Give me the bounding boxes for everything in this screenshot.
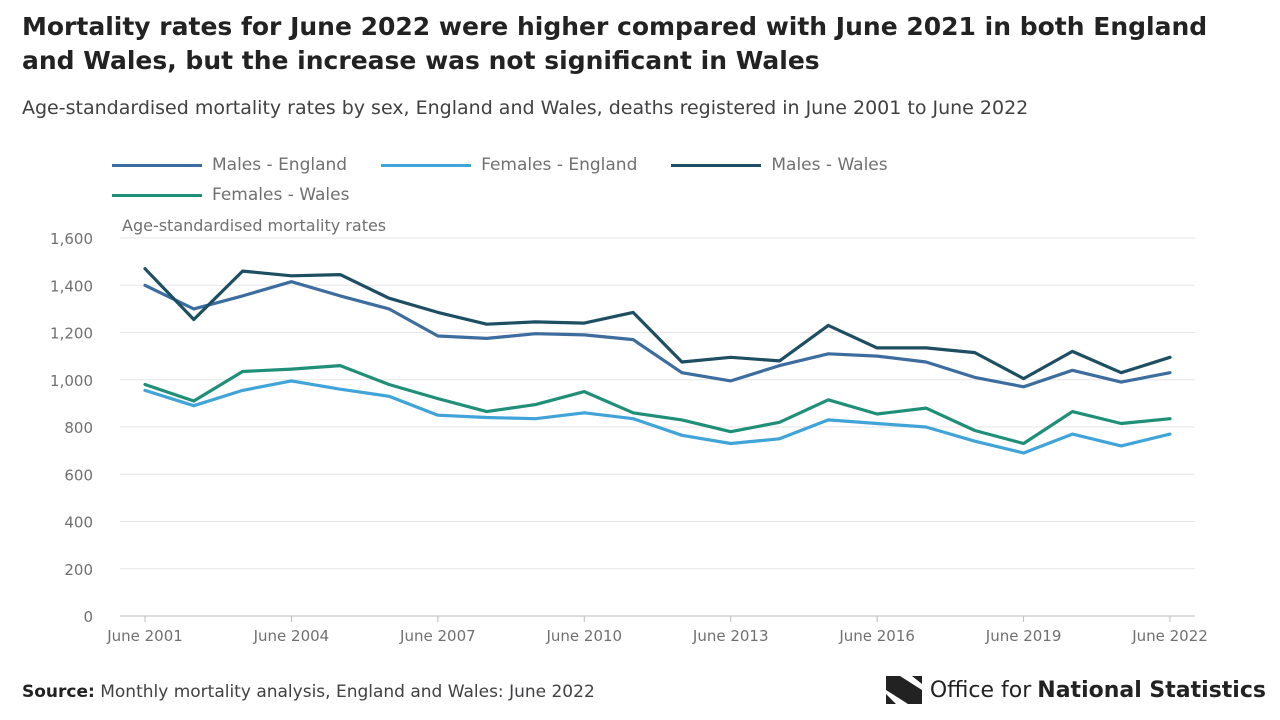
y-tick-label: 1,200 (50, 325, 93, 343)
ons-logo-icon (885, 676, 922, 704)
legend-swatch-males-england (112, 163, 202, 167)
x-tick-label: June 2019 (985, 627, 1062, 645)
y-axis-label: Age-standardised mortality rates (122, 216, 386, 235)
chart-subtitle: Age-standardised mortality rates by sex,… (22, 97, 1029, 119)
x-tick-label: June 2007 (399, 627, 476, 645)
y-tick-label: 1,000 (50, 372, 93, 390)
x-tick-label: June 2010 (545, 627, 622, 645)
series-line-females-england[interactable] (143, 379, 1172, 455)
series-line-males-wales[interactable] (143, 267, 1172, 381)
line-chart: Age-standardised mortality rates 0 200 400… (50, 216, 1208, 645)
y-tick-label: 600 (64, 466, 93, 484)
ons-logo-strong: National Statistics (1037, 677, 1266, 703)
x-tick-label: June 2022 (1131, 627, 1208, 645)
series-line-females-wales[interactable] (143, 364, 1172, 446)
source-text: Monthly mortality analysis, England and … (100, 682, 595, 702)
legend-swatch-females-england (381, 163, 472, 167)
y-tick-label: 0 (83, 608, 93, 626)
source-note: Source: Monthly mortality analysis, Engl… (22, 682, 595, 702)
series-line-males-england[interactable] (143, 280, 1172, 389)
chart-title: Mortality rates for June 2022 were highe… (22, 12, 1208, 75)
legend-label-males-england: Males - England (212, 155, 348, 175)
series-lines (143, 267, 1172, 455)
ons-logo[interactable]: Office for National Statistics (885, 676, 1266, 704)
source-label: Source: (22, 682, 95, 702)
legend-label-males-wales: Males - Wales (771, 155, 888, 175)
x-axis-ticks: June 2001 June 2004 June 2007 June 2010 June… (106, 616, 1208, 645)
legend-item-males-england[interactable]: Males - England (112, 150, 347, 180)
x-tick-label: June 2013 (692, 627, 769, 645)
x-tick-label: June 2001 (106, 627, 183, 645)
legend-item-females-england[interactable]: Females - England (381, 150, 637, 180)
legend-label-females-wales: Females - Wales (212, 185, 350, 205)
legend-swatch-males-wales (671, 163, 762, 167)
legend-item-males-wales[interactable]: Males - Wales (671, 150, 888, 180)
x-tick-label: June 2016 (838, 627, 915, 645)
legend-swatch-females-wales (112, 193, 202, 197)
legend-label-females-england: Females - England (481, 155, 638, 175)
x-tick-label: June 2004 (253, 627, 330, 645)
ons-logo-prefix: Office for (929, 677, 1032, 703)
y-tick-label: 1,600 (50, 230, 93, 248)
y-tick-label: 200 (64, 561, 93, 579)
y-axis-ticks: 0 200 400 600 800 1,000 1,200 1,400 1,600 (50, 230, 93, 626)
y-tick-label: 400 (64, 514, 93, 532)
y-tick-label: 800 (64, 419, 93, 437)
y-tick-label: 1,400 (50, 277, 93, 295)
legend-item-females-wales[interactable]: Females - Wales (112, 180, 349, 210)
chart-legend: Males - England Females - England Males … (112, 150, 1012, 210)
